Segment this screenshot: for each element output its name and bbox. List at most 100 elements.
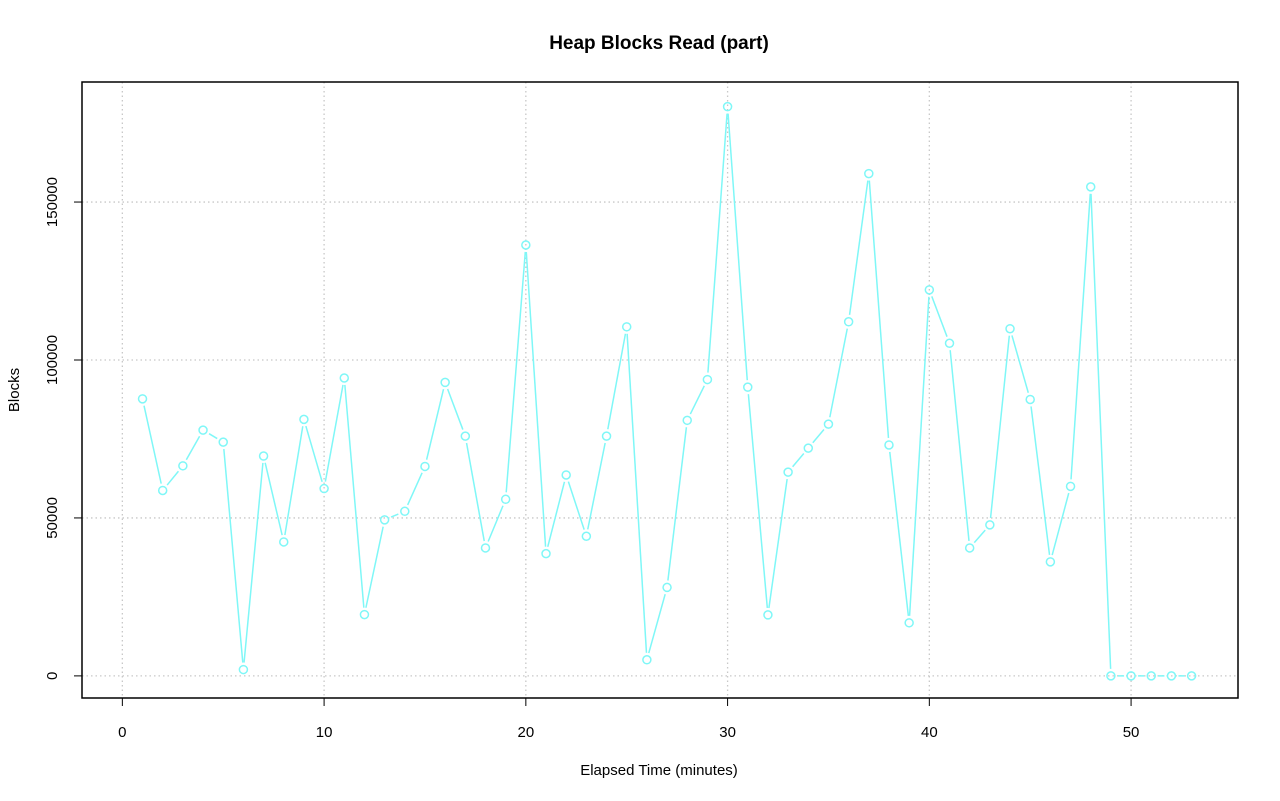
data-point: [278, 537, 289, 547]
data-point: [1005, 323, 1015, 334]
data-point: [480, 543, 491, 553]
data-point: [1065, 481, 1076, 492]
data-point: [541, 548, 551, 559]
series-segment: [727, 113, 749, 381]
data-point: [460, 431, 471, 441]
data-point: [581, 531, 592, 542]
data-point: [702, 374, 713, 385]
data-point: [561, 470, 571, 480]
y-axis-label: Blocks: [6, 368, 23, 412]
data-point: [178, 461, 188, 471]
series-segment: [406, 472, 423, 506]
series-segment: [243, 462, 264, 663]
y-tick-label: 150000: [44, 177, 61, 227]
series-segment: [425, 389, 445, 460]
data-point: [722, 101, 733, 112]
series-segment: [390, 513, 399, 518]
x-tick-label: 50: [1123, 724, 1140, 741]
series-segment: [185, 435, 201, 461]
x-tick-label: 0: [118, 724, 126, 741]
series-segment: [989, 335, 1011, 519]
data-point: [1126, 671, 1136, 681]
data-point: [400, 506, 410, 517]
series-segment: [305, 425, 323, 483]
data-point: [964, 543, 975, 553]
data-point: [1166, 671, 1177, 681]
series-segment: [768, 478, 788, 609]
data-point: [359, 609, 370, 620]
series-segment: [689, 385, 705, 415]
data-point: [1085, 182, 1096, 192]
x-axis-label: Elapsed Time (minutes): [580, 762, 738, 779]
data-point: [137, 394, 148, 404]
data-point: [1045, 557, 1056, 567]
series-segment: [949, 350, 970, 542]
y-tick-label: 100000: [44, 335, 61, 385]
data-point: [440, 377, 450, 388]
series-segment: [792, 453, 805, 468]
data-point: [521, 240, 531, 250]
data-point: [1146, 671, 1156, 681]
data-point: [299, 414, 309, 425]
series-segment: [487, 505, 504, 542]
data-point: [864, 168, 874, 179]
series-segment: [143, 405, 162, 484]
series-segment: [525, 251, 547, 547]
series-segment: [365, 526, 384, 608]
x-axis: 0 10 20 30 40 50: [118, 698, 1139, 741]
series-segment: [747, 394, 769, 609]
data-point: [642, 655, 652, 665]
data-point: [319, 483, 329, 494]
series-segment: [567, 481, 585, 530]
series-segment: [868, 180, 890, 439]
series-segment: [446, 388, 464, 430]
series-segment: [547, 481, 566, 548]
data-point: [803, 443, 814, 453]
data-point: [763, 610, 773, 620]
data-point: [884, 440, 894, 450]
data-point: [944, 338, 955, 348]
data-point: [198, 425, 208, 435]
series-segment: [166, 470, 180, 486]
series-segment: [931, 296, 948, 337]
series-segment: [667, 427, 688, 581]
y-tick-label: 0: [44, 672, 61, 680]
data-point: [924, 285, 935, 295]
data-point: [783, 467, 793, 477]
x-tick-label: 20: [517, 724, 534, 741]
data-point: [985, 520, 995, 530]
data-point: [823, 419, 834, 429]
data-point: [339, 373, 350, 383]
chart-title: Heap Blocks Read (part): [549, 33, 769, 54]
data-point: [682, 415, 692, 426]
y-tick-label: 50000: [44, 497, 61, 539]
series-segment: [1090, 193, 1112, 669]
y-axis: 0 50000 100000 150000: [44, 177, 82, 680]
series-segment: [1051, 492, 1070, 556]
series-segment: [812, 428, 825, 444]
series-segment: [223, 449, 244, 663]
grid: [82, 82, 1238, 698]
series-segment: [973, 529, 986, 544]
series-segment: [264, 462, 283, 536]
plot-frame: [81, 81, 1239, 699]
series-line: [143, 113, 1185, 677]
series-segment: [848, 180, 869, 315]
series-segment: [587, 442, 606, 530]
series-segment: [829, 328, 849, 418]
data-point: [157, 485, 168, 496]
x-tick-label: 10: [316, 724, 333, 741]
data-point: [601, 431, 612, 441]
x-tick-label: 30: [719, 724, 736, 741]
x-tick-label: 40: [921, 724, 938, 741]
data-point: [500, 494, 511, 505]
data-point: [1025, 394, 1035, 405]
series-segment: [1070, 193, 1092, 480]
data-point: [218, 437, 228, 447]
data-point: [258, 451, 269, 461]
data-point: [904, 618, 914, 628]
series-segment: [324, 384, 344, 482]
series-segment: [1030, 406, 1051, 555]
series-segment: [505, 251, 527, 493]
